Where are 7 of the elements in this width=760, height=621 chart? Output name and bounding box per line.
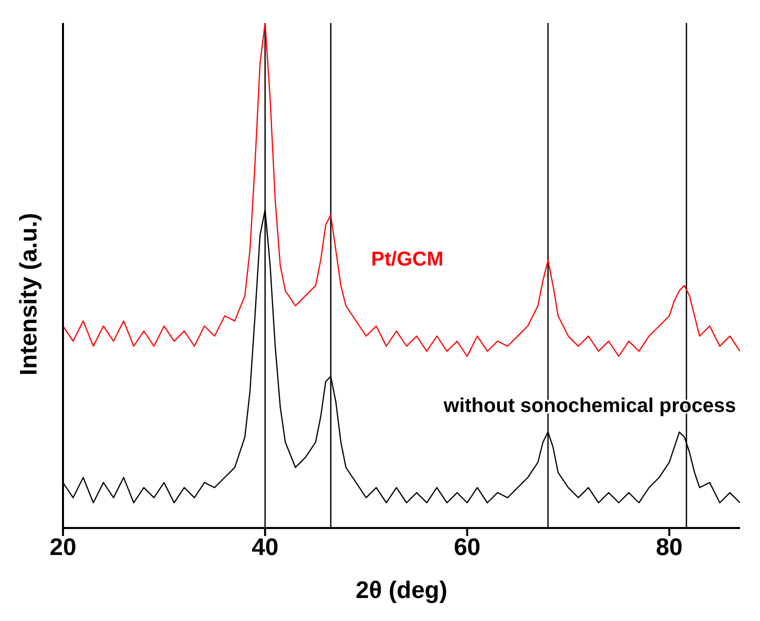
x-axis-title: 2θ (deg) — [356, 577, 448, 604]
x-tick-label: 60 — [454, 534, 481, 562]
series-label: Pt/GCM — [371, 248, 444, 270]
x-tick-label: 80 — [656, 534, 683, 562]
x-tick-label: 20 — [50, 534, 76, 562]
x-tick-label: 40 — [252, 534, 278, 562]
y-axis-title: Intensity (a.u.) — [16, 212, 43, 376]
